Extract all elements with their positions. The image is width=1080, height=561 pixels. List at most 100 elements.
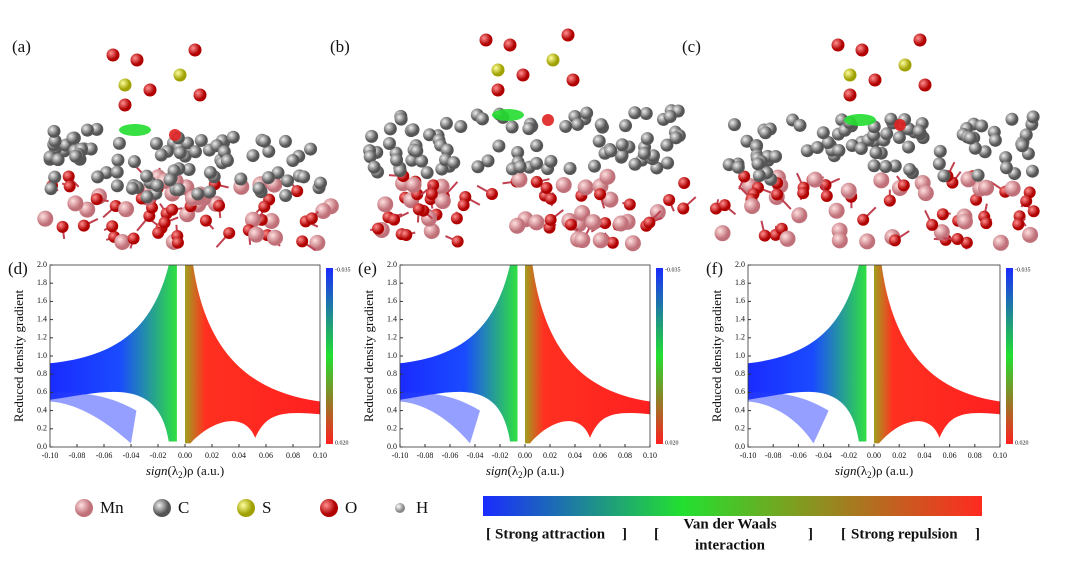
atom (390, 153, 404, 167)
atom (530, 156, 544, 170)
atom (281, 174, 295, 188)
atom (615, 149, 629, 163)
atom (968, 141, 982, 155)
atom (220, 154, 234, 168)
y-tick-label: 1.8 (387, 278, 397, 287)
x-label-open: (λ (508, 463, 519, 478)
atom (90, 193, 103, 206)
atom (599, 168, 616, 185)
x-tick-label: -0.06 (442, 451, 459, 460)
x-tick-label: 0.04 (232, 451, 246, 460)
atom (714, 225, 731, 242)
atom (731, 160, 745, 174)
atom (544, 213, 557, 226)
atom (528, 214, 545, 231)
atom (574, 232, 591, 249)
atom (47, 124, 61, 138)
y-tick-label: 1.6 (735, 296, 745, 305)
x-tick-label: -0.02 (840, 451, 857, 460)
atom (843, 68, 857, 82)
atom-swatch (237, 499, 255, 517)
atom (84, 142, 98, 156)
atom (963, 131, 977, 145)
atom (843, 88, 857, 102)
atom (873, 172, 890, 189)
atom (203, 185, 217, 199)
atom (832, 144, 846, 158)
atom (149, 137, 163, 151)
atom (592, 232, 609, 249)
atom (599, 217, 612, 230)
atom (738, 170, 751, 183)
x-tick-label: 0.10 (993, 451, 1007, 460)
atom (1012, 218, 1025, 231)
y-tick-label: 0.4 (37, 405, 47, 414)
atom (48, 170, 62, 184)
panel-label: (d) (8, 259, 28, 278)
atom (779, 230, 796, 247)
atom (110, 165, 124, 179)
x-tick-label: -0.10 (42, 451, 59, 460)
x-label-sign: sign (835, 463, 857, 478)
atom (491, 63, 505, 77)
y-tick-label: 0.4 (387, 405, 397, 414)
y-tick-label: 1.0 (735, 351, 745, 360)
atom (69, 149, 83, 163)
atom (751, 157, 765, 171)
atom (152, 226, 165, 239)
atom (859, 233, 876, 250)
atom (261, 171, 275, 185)
atom (566, 73, 580, 87)
vdw-label: interaction (695, 537, 766, 553)
atom (564, 218, 577, 231)
atom (118, 98, 132, 112)
atom (769, 149, 783, 163)
rdg-plot: (d) 0.0 0.2 0.4 0.6 0.8 1.0 1.2 1.4 1.6 1.8 2.0 -0.1… (8, 259, 351, 480)
atom (377, 196, 394, 213)
atom (637, 147, 651, 161)
atom (855, 43, 869, 57)
atom (150, 179, 164, 193)
atom (544, 192, 557, 205)
atom (936, 208, 949, 221)
x-tick-label: 0.08 (286, 451, 300, 460)
x-label-sign: sign (486, 463, 508, 478)
atom (110, 179, 124, 193)
attraction-cloud (400, 265, 518, 442)
colorbar-top: -0.035 (1015, 267, 1031, 273)
attraction-tail (748, 392, 829, 444)
atom (727, 118, 741, 132)
repulsion-cloud (874, 265, 1000, 444)
atom (423, 128, 437, 142)
x-tick-label: 0.06 (593, 451, 607, 460)
color-scale-bar (483, 496, 982, 516)
atom (279, 188, 293, 202)
atom (978, 145, 992, 159)
atom (481, 154, 495, 168)
y-tick-label: 1.4 (387, 314, 397, 323)
atom (592, 134, 606, 148)
atom (917, 185, 934, 202)
atom (926, 218, 939, 231)
atom (434, 193, 451, 210)
atom (932, 157, 946, 171)
x-axis-label: sign(λ2)ρ (a.u.) (835, 463, 913, 480)
atom (439, 116, 453, 130)
x-label-sub: 2 (178, 470, 183, 480)
atom (127, 155, 141, 169)
atom (793, 118, 807, 132)
y-tick-label: 1.6 (387, 296, 397, 305)
atom (363, 150, 377, 164)
atom (191, 187, 205, 201)
atom (423, 222, 440, 239)
atom (840, 182, 857, 199)
atom (628, 157, 642, 171)
atom (297, 170, 311, 184)
atom (140, 169, 154, 183)
atom (457, 199, 470, 212)
x-label-open: (λ (857, 463, 868, 478)
atom (971, 168, 985, 182)
atom (513, 160, 527, 174)
x-tick-label: -0.04 (815, 451, 832, 460)
x-tick-label: -0.04 (123, 451, 140, 460)
